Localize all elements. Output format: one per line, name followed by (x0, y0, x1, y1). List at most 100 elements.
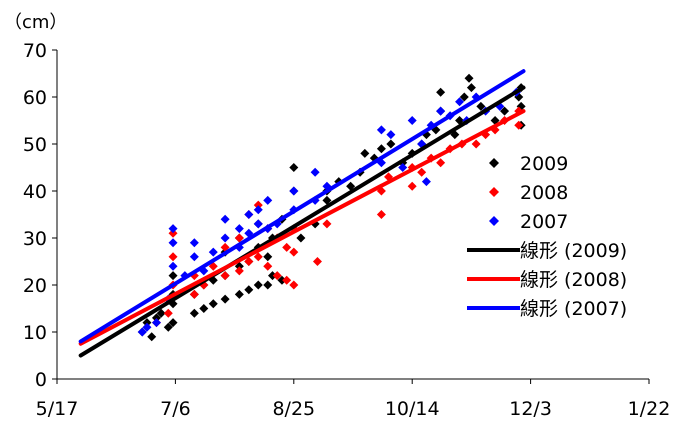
legend-label: 2007 (520, 211, 568, 233)
data-point-2007 (189, 252, 199, 262)
x-tick-label: 5/17 (36, 398, 79, 420)
y-tick-label: 40 (23, 181, 47, 203)
legend-label: 線形 (2009) (520, 240, 627, 262)
data-point-2007 (208, 247, 218, 257)
data-point-2008 (263, 261, 273, 271)
x-tick-label: 10/14 (385, 398, 440, 420)
data-point-2009 (199, 304, 209, 313)
data-point-2008 (253, 252, 263, 262)
data-point-2009 (500, 106, 510, 116)
data-point-2007 (151, 318, 161, 328)
data-point-2009 (142, 318, 152, 328)
series-2009 (137, 73, 526, 342)
data-point-2009 (263, 280, 273, 290)
data-point-2007 (253, 205, 263, 215)
data-point-2009 (464, 73, 474, 83)
y-tick-label: 10 (23, 322, 47, 344)
data-point-2007 (168, 261, 178, 271)
data-point-2009 (234, 261, 244, 271)
x-tick-label: 12/3 (509, 398, 552, 420)
data-point-2008 (417, 167, 427, 177)
data-point-2007 (234, 224, 244, 234)
data-point-2008 (471, 139, 481, 149)
data-point-2009 (147, 332, 157, 342)
legend-marker (489, 216, 499, 226)
data-point-2008 (514, 120, 524, 130)
data-point-2007 (421, 177, 431, 187)
data-point-2008 (234, 233, 244, 243)
data-point-2009 (253, 280, 263, 290)
data-point-2009 (151, 313, 161, 323)
data-point-2009 (277, 275, 287, 285)
x-tick-label: 7/6 (160, 398, 191, 420)
data-point-2009 (163, 322, 173, 332)
data-point-2007 (407, 116, 417, 125)
data-point-2008 (220, 271, 230, 281)
legend-label: 2008 (520, 182, 568, 204)
legend-label: 2009 (520, 153, 568, 175)
legend-marker (489, 158, 499, 168)
trend-line (78, 109, 526, 346)
data-point-2009 (436, 87, 446, 97)
data-point-2009 (296, 233, 306, 243)
data-point-2007 (244, 210, 254, 219)
data-point-2008 (272, 271, 282, 281)
data-point-2009 (189, 308, 199, 318)
data-point-2009 (360, 148, 370, 158)
data-point-2007 (253, 219, 263, 229)
trend-line (78, 69, 526, 344)
data-point-2007 (168, 224, 178, 234)
data-point-2008 (322, 219, 332, 229)
data-point-2008 (244, 257, 254, 266)
data-point-2009 (244, 285, 254, 295)
data-point-2009 (234, 289, 244, 299)
data-point-2007 (220, 214, 230, 224)
data-point-2007 (220, 233, 230, 243)
data-point-2007 (168, 238, 178, 248)
x-tick-label: 8/25 (272, 398, 315, 420)
y-tick-label: 0 (35, 369, 47, 391)
legend-label: 線形 (2007) (520, 298, 627, 320)
y-tick-label: 60 (23, 87, 47, 109)
legend-marker (489, 187, 499, 197)
data-point-2007 (386, 130, 396, 140)
data-point-2008 (282, 275, 292, 285)
legend-label: 線形 (2008) (520, 269, 627, 291)
data-point-2007 (398, 163, 408, 172)
data-point-2007 (310, 167, 320, 177)
y-unit-label: （cm） (4, 12, 67, 33)
data-point-2009 (168, 271, 178, 281)
data-point-2008 (234, 266, 244, 276)
data-point-2009 (476, 101, 486, 111)
data-point-2008 (312, 257, 322, 266)
trend-line (78, 85, 526, 358)
data-point-2008 (289, 280, 299, 290)
data-point-2009 (156, 308, 166, 318)
data-point-2008 (189, 289, 199, 299)
data-point-2009 (322, 195, 332, 205)
data-point-2008 (376, 210, 386, 219)
y-tick-label: 30 (23, 228, 47, 250)
data-point-2007 (142, 322, 152, 332)
x-tick-label: 1/22 (628, 398, 671, 420)
y-tick-label: 70 (23, 40, 47, 62)
data-point-2008 (168, 252, 178, 262)
data-point-2008 (163, 308, 173, 318)
data-point-2009 (208, 299, 218, 309)
data-point-2007 (263, 195, 273, 205)
data-point-2007 (289, 186, 299, 196)
data-point-2009 (466, 83, 476, 93)
data-point-2009 (289, 163, 299, 172)
data-point-2009 (459, 92, 469, 102)
data-point-2007 (137, 327, 147, 337)
data-point-2008 (436, 158, 446, 168)
data-point-2009 (220, 294, 230, 304)
y-tick-label: 50 (23, 134, 47, 156)
data-point-2009 (376, 144, 386, 154)
data-point-2008 (407, 181, 417, 191)
data-point-2007 (455, 97, 465, 107)
data-point-2008 (282, 242, 292, 252)
data-point-2009 (263, 252, 273, 262)
data-point-2007 (436, 106, 446, 116)
